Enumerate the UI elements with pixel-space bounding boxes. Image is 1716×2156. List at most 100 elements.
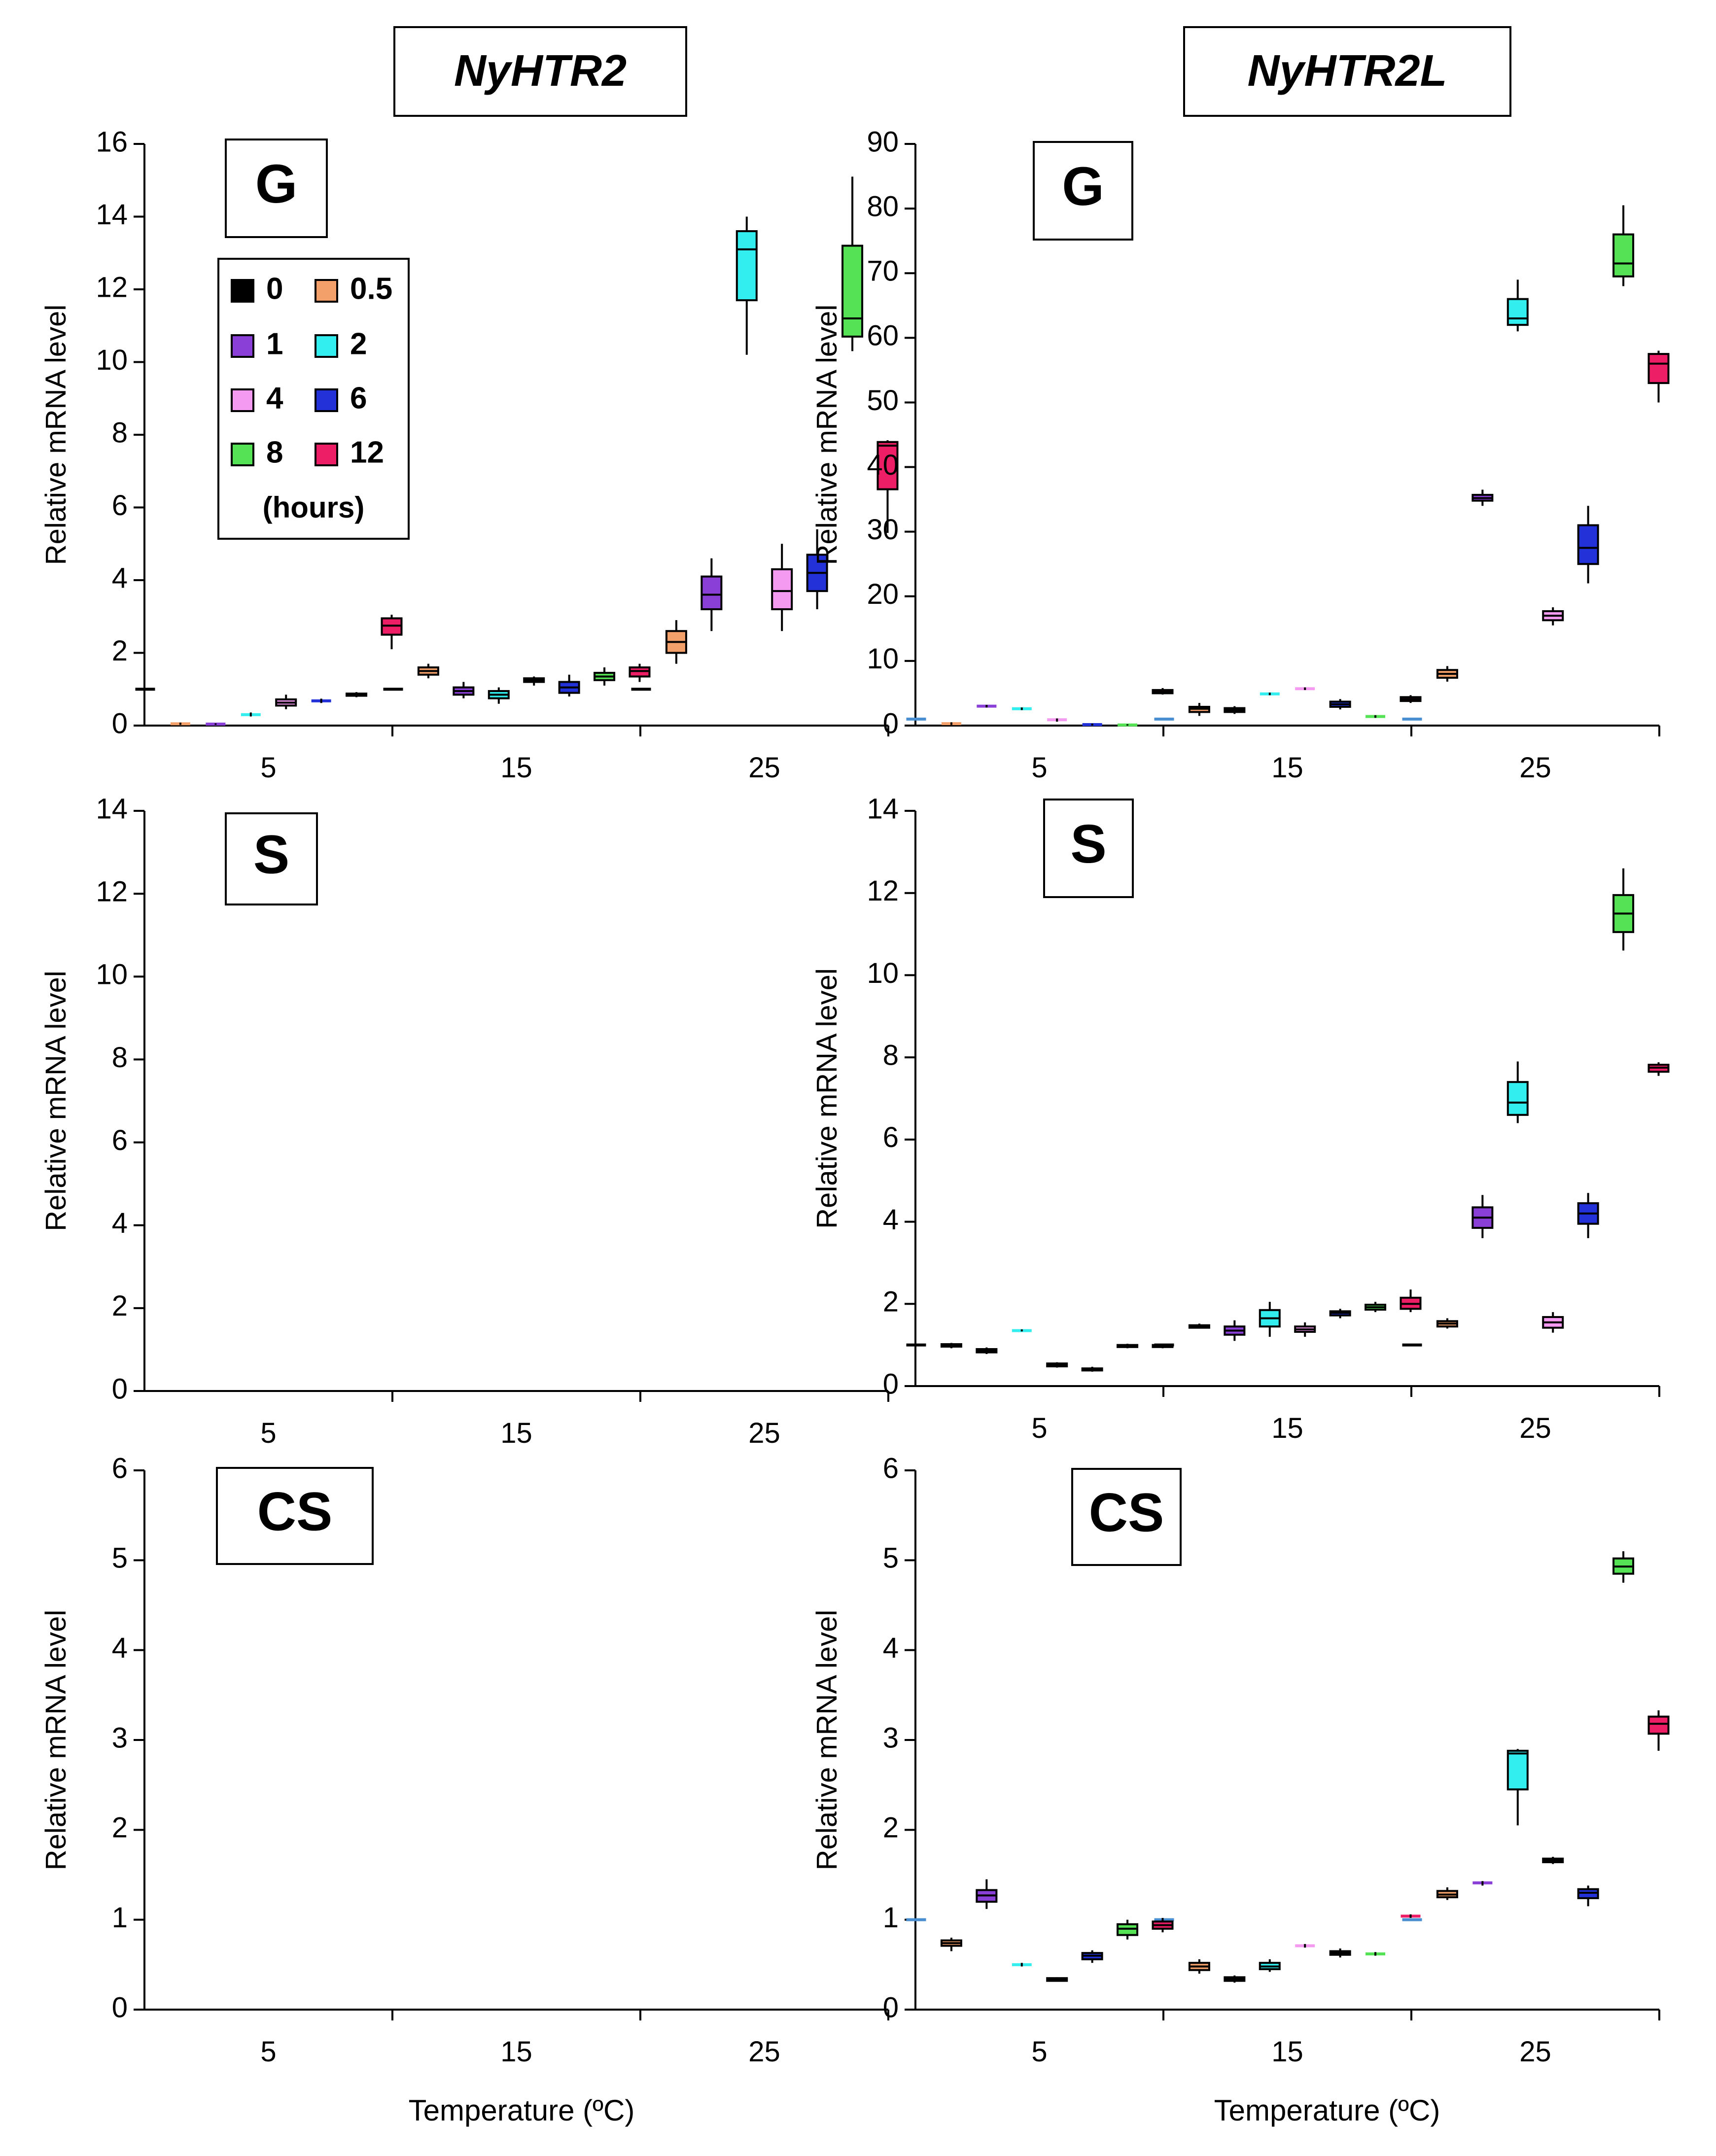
- y-tick-label: 0: [883, 1368, 899, 1400]
- box-1h-25: [1471, 489, 1494, 506]
- box-2h-25: [735, 216, 758, 355]
- legend-swatch: [231, 279, 254, 303]
- legend-swatch: [231, 334, 254, 358]
- box-body: [735, 230, 758, 302]
- x-tick-label: 25: [748, 1417, 780, 1449]
- box-8h-25: [841, 176, 864, 351]
- legend-item-8: 8: [231, 435, 283, 469]
- y-tick-label: 10: [96, 344, 128, 376]
- box-body: [1612, 233, 1635, 278]
- box-0.5h-15: [1188, 1959, 1210, 1974]
- legend-label: 0: [266, 272, 283, 306]
- box-6h-5: [1081, 1366, 1103, 1372]
- box-8h-25: [1612, 868, 1635, 951]
- box-body: [700, 575, 723, 610]
- panel-label: S: [253, 825, 289, 885]
- x-tick-label: 5: [1031, 1412, 1047, 1444]
- box-12h-5: [381, 615, 403, 650]
- y-tick-label: 50: [867, 384, 899, 417]
- header-left-text: NyHTR2: [454, 46, 627, 96]
- panel-4: 0 1 2 3 4 5 6 Relative mRNA level 5 15 25 CS: [40, 1452, 889, 2068]
- x-tick-label: 5: [1031, 2036, 1047, 2068]
- y-axis-title: Relative mRNA level: [40, 1610, 72, 1871]
- y-tick-label: 90: [867, 126, 899, 158]
- legend-item-0.5: 0.5: [315, 272, 392, 306]
- y-tick-label: 12: [867, 875, 899, 907]
- panel-label-box: [1071, 1468, 1182, 1566]
- y-tick-label: 0: [112, 707, 128, 739]
- box-6h-25: [1577, 1193, 1599, 1238]
- panel-label: CS: [257, 1482, 333, 1542]
- box-8h-25: [1612, 1551, 1635, 1583]
- box-6h-15: [1329, 1309, 1351, 1319]
- legend-label: 2: [350, 327, 367, 361]
- legend-item-4: 4: [231, 381, 283, 415]
- panel-label: G: [255, 154, 298, 214]
- legend-item-0: 0: [231, 272, 283, 306]
- box-8h-5: [346, 692, 368, 697]
- box-body: [1506, 1749, 1529, 1791]
- box-0.5h-25: [665, 620, 687, 664]
- y-axis-title: Relative mRNA level: [811, 305, 843, 565]
- legend-swatch: [315, 279, 338, 303]
- x-tick-label: 25: [1519, 2036, 1551, 2068]
- box-8h-25: [1612, 205, 1635, 286]
- box-1h-5: [206, 723, 226, 726]
- panel-label-box: [216, 1467, 374, 1565]
- y-tick-label: 2: [883, 1812, 899, 1844]
- box-body: [1577, 524, 1599, 565]
- box-2h-5: [241, 712, 261, 717]
- x-tick-label: 15: [500, 1417, 532, 1449]
- y-tick-label: 2: [112, 635, 128, 667]
- box-body: [841, 244, 864, 338]
- box-2h-25: [1506, 279, 1529, 332]
- y-tick-label: 20: [867, 578, 899, 610]
- legend-label: 0.5: [350, 272, 392, 306]
- legend-label: 4: [266, 381, 283, 415]
- box-1h-15: [1224, 706, 1246, 714]
- x-tick-label: 15: [1271, 1412, 1303, 1444]
- x-tick-label: 25: [748, 2036, 780, 2068]
- legend-label: 6: [350, 381, 367, 415]
- box-12h-15: [1401, 1914, 1421, 1918]
- y-tick-label: 0: [112, 1373, 128, 1405]
- y-tick-label: 14: [96, 793, 128, 825]
- y-tick-label: 60: [867, 320, 899, 352]
- y-axis-title: Relative mRNA level: [40, 305, 72, 565]
- box-0.5h-5: [940, 1938, 962, 1951]
- box-1h-5: [976, 1879, 998, 1909]
- y-tick-label: 6: [112, 1124, 128, 1156]
- legend-item-6: 6: [315, 381, 367, 415]
- panel-3: 0 2 4 6 8 10 12 14 Relative mRNA level 5 15 25 S: [811, 793, 1670, 1444]
- box-12h-25: [1647, 1710, 1670, 1751]
- box-0.5h-15: [417, 663, 439, 679]
- box-6h-25: [1577, 1885, 1599, 1907]
- y-tick-label: 4: [883, 1204, 899, 1236]
- x-tick-label: 5: [260, 2036, 276, 2068]
- box-8h-5: [1118, 723, 1138, 727]
- y-tick-label: 16: [96, 126, 128, 158]
- panel-label: CS: [1089, 1483, 1164, 1543]
- y-tick-label: 5: [883, 1542, 899, 1574]
- box-0.5h-15: [1188, 703, 1210, 716]
- box-8h-5: [1117, 1919, 1139, 1940]
- y-tick-label: 14: [96, 199, 128, 231]
- box-4h-25: [1542, 607, 1564, 626]
- box-4h-25: [1542, 1312, 1564, 1333]
- panel-label-box: [225, 812, 318, 905]
- y-tick-label: 2: [112, 1812, 128, 1844]
- box-4h-5: [275, 695, 297, 709]
- panel-label-box: [1033, 141, 1133, 241]
- x-tick-label: 25: [1519, 1412, 1551, 1444]
- y-tick-label: 4: [112, 562, 128, 594]
- box-4h-15: [1295, 1944, 1315, 1948]
- x-tick-label: 5: [1031, 752, 1047, 784]
- box-4h-5: [1047, 718, 1067, 722]
- y-tick-label: 2: [883, 1286, 899, 1318]
- y-tick-label: 4: [112, 1632, 128, 1664]
- box-2h-25: [1506, 1061, 1529, 1123]
- y-tick-label: 4: [112, 1207, 128, 1239]
- legend-swatch: [315, 388, 338, 412]
- box-body: [771, 568, 793, 610]
